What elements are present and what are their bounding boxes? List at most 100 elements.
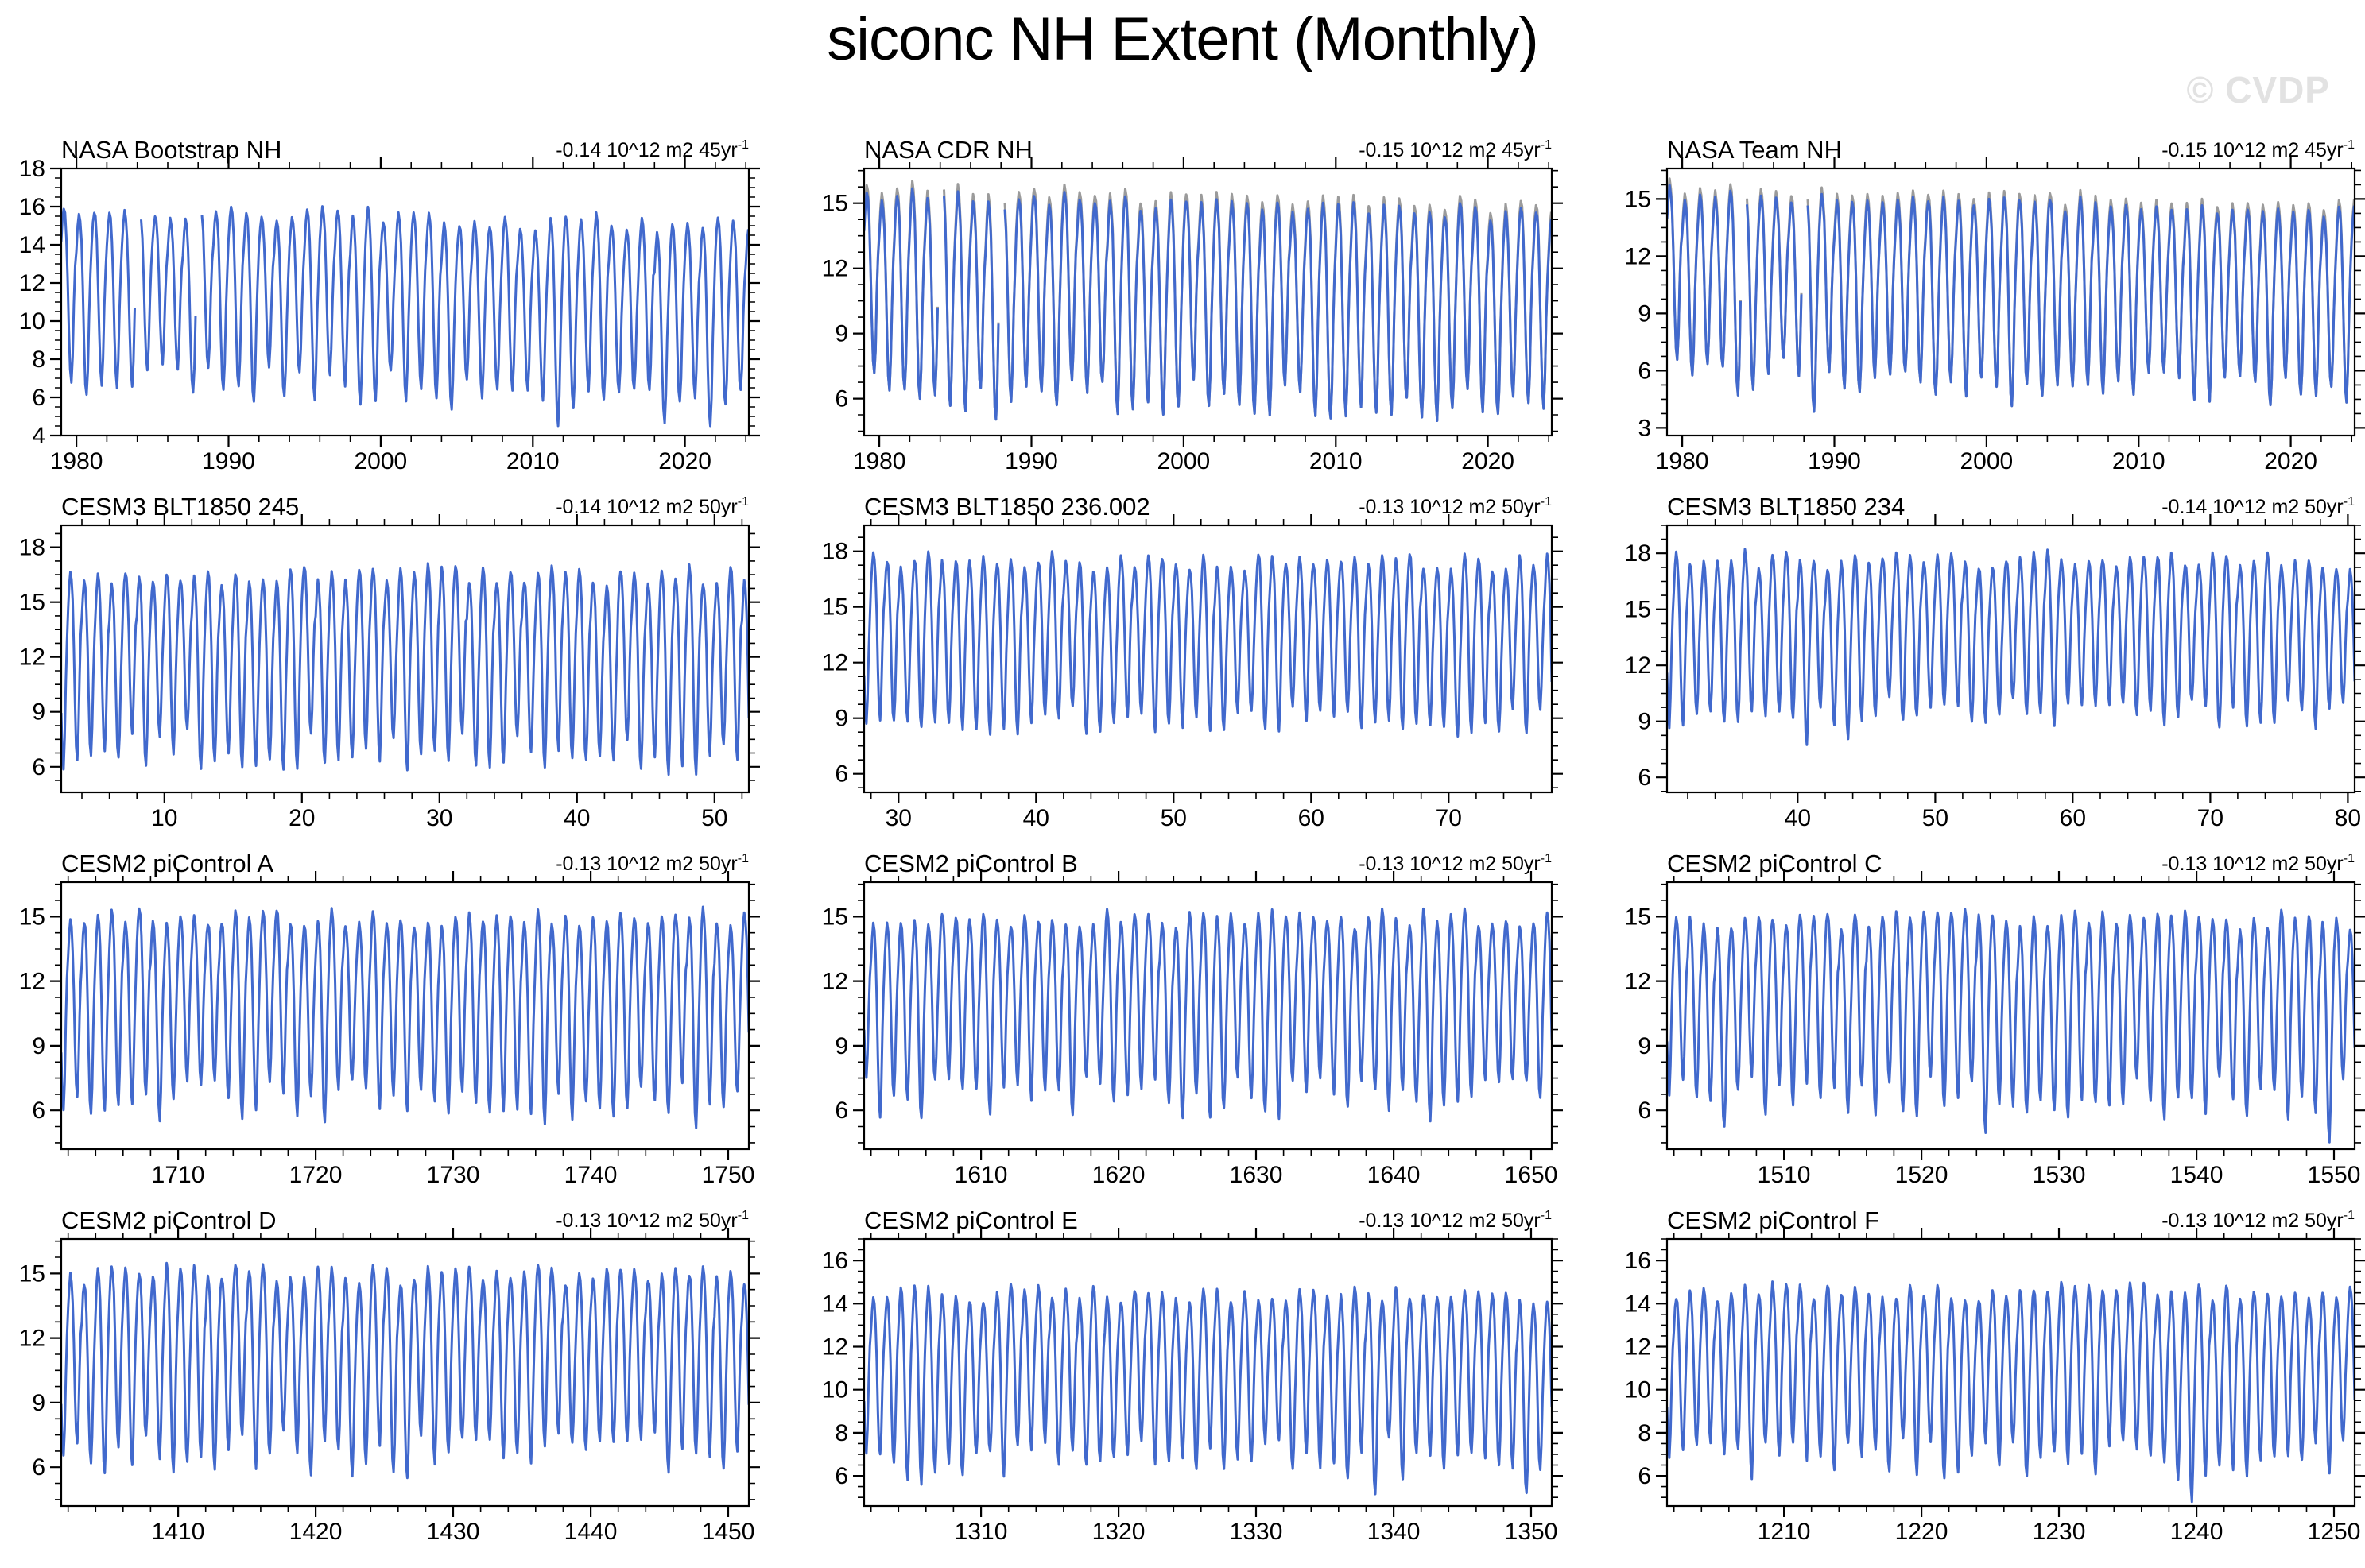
plot-frame <box>60 167 750 437</box>
panel-title: CESM2 piControl C <box>1667 850 1882 877</box>
y-axis-tick-label: 9 <box>1638 1033 1651 1059</box>
plot-frame <box>1665 524 2356 794</box>
x-axis-tick-label: 1550 <box>2308 1162 2361 1188</box>
minor-ticks <box>1661 1233 2361 1512</box>
x-axis-tick-label: 50 <box>1922 805 1948 831</box>
panel-nasa-cdr-nh: 6 9 12 15 1980 1990 2000 2010 2020 NASA CDR NH -0.… <box>808 136 1611 494</box>
x-axis-tick-label: 30 <box>886 805 912 831</box>
y-axis-tick-label: 9 <box>32 1033 45 1059</box>
panel-cesm3-blt1850-245: 6 9 12 15 18 10 20 30 40 50 CESM3 BLT1850 245 -0.14… <box>6 493 808 850</box>
x-axis-tick-label: 1990 <box>1808 448 1861 474</box>
minor-ticks <box>55 1233 755 1512</box>
x-axis-tick-label: 1750 <box>702 1162 755 1188</box>
data-series-line <box>61 562 749 776</box>
plot-frame <box>1665 167 2356 437</box>
panel-trend-label: -0.14 10^12 m2 50yr-1 <box>2161 495 2355 518</box>
y-axis-tick-label: 9 <box>1638 300 1651 327</box>
plot-frame <box>60 881 750 1151</box>
y-axis-tick-label: 8 <box>835 1420 848 1446</box>
panel-cesm2-picontrol-b: 6 9 12 15 1610 1620 1630 1640 1650 CESM2 piContro… <box>808 850 1611 1207</box>
chart-canvas-cesm3-blt1850-236-002: 6 9 12 15 18 30 40 50 60 70 CESM3 BLT1850 236.002 -… <box>822 493 1563 831</box>
data-series-line <box>61 905 749 1129</box>
panel-title: NASA Team NH <box>1667 137 1842 164</box>
x-axis-tick-label: 2000 <box>355 448 408 474</box>
x-axis-tick-label: 1430 <box>427 1519 480 1545</box>
panel-cesm2-picontrol-f: 6 8 10 12 14 16 1210 1220 1230 1240 1250 CESM2 piCo… <box>1611 1206 2365 1564</box>
plot-frame <box>1665 881 2356 1151</box>
y-axis-tick-label: 6 <box>1638 1463 1651 1489</box>
x-axis-tick-label: 40 <box>1023 805 1049 831</box>
panel-cesm2-picontrol-d: 6 9 12 15 1410 1420 1430 1440 1450 CESM2 piContro… <box>6 1206 808 1564</box>
chart-canvas-cesm2-picontrol-d: 6 9 12 15 1410 1420 1430 1440 1450 CESM2 piContro… <box>19 1206 760 1545</box>
x-axis-tick-label: 1510 <box>1758 1162 1811 1188</box>
y-axis-tick-label: 12 <box>822 969 848 995</box>
panel-trend-label: -0.13 10^12 m2 50yr-1 <box>556 1209 749 1232</box>
panel-trend-label: -0.13 10^12 m2 50yr-1 <box>556 852 749 875</box>
x-axis-tick-label: 1310 <box>955 1519 1008 1545</box>
panel-trend-label: -0.13 10^12 m2 50yr-1 <box>2161 852 2355 875</box>
chart-canvas-cesm3-blt1850-234: 6 9 12 15 18 40 50 60 70 80 CESM3 BLT1850 234 -0.14… <box>1625 493 2365 831</box>
y-axis-tick-label: 15 <box>1625 597 1651 623</box>
panel-trend-label: -0.13 10^12 m2 50yr-1 <box>1359 852 1552 875</box>
panel-title: CESM2 piControl B <box>864 850 1078 877</box>
y-axis-tick-label: 3 <box>1638 415 1651 441</box>
y-axis-tick-label: 18 <box>822 539 848 565</box>
chart-canvas-cesm2-picontrol-e: 6 8 10 12 14 16 1310 1320 1330 1340 1350 CESM2 piCo… <box>822 1206 1563 1545</box>
y-axis-tick-label: 14 <box>822 1291 848 1317</box>
x-axis-tick-label: 1720 <box>289 1162 343 1188</box>
minor-ticks <box>858 519 1558 799</box>
major-ticks <box>50 514 760 803</box>
panel-title: CESM2 piControl A <box>61 850 273 877</box>
x-axis-tick-label: 2000 <box>1960 448 2014 474</box>
x-axis-tick-label: 50 <box>1161 805 1187 831</box>
plot-frame <box>863 881 1553 1151</box>
major-ticks <box>853 514 1563 803</box>
x-axis-tick-label: 1250 <box>2308 1519 2361 1545</box>
x-axis-tick-label: 70 <box>1436 805 1462 831</box>
panel-nasa-team-nh: 3 6 9 12 15 1980 1990 2000 2010 2020 NASA Team NH -… <box>1611 136 2365 494</box>
data-series-line <box>864 1283 1552 1496</box>
minor-ticks <box>55 162 755 442</box>
panel-trend-label: -0.13 10^12 m2 50yr-1 <box>1359 1209 1552 1232</box>
x-axis-tick-label: 10 <box>151 805 177 831</box>
panel-trend-label: -0.13 10^12 m2 50yr-1 <box>1359 495 1552 518</box>
x-axis-tick-label: 1980 <box>853 448 906 474</box>
panel-nasa-bootstrap-nh: 4 6 8 10 12 14 16 18 1980 1990 2000 2010 2020 NASA Bo… <box>6 136 808 494</box>
y-axis-tick-label: 15 <box>822 904 848 930</box>
major-ticks <box>1656 157 2365 447</box>
chart-grid: 4 6 8 10 12 14 16 18 1980 1990 2000 2010 2020 NASA Bo… <box>6 136 2365 1564</box>
x-axis-tick-label: 1540 <box>2170 1162 2223 1188</box>
y-axis-tick-label: 10 <box>19 308 45 335</box>
panel-title: CESM3 BLT1850 245 <box>61 494 299 521</box>
x-axis-tick-label: 20 <box>289 805 315 831</box>
data-series-line <box>864 187 1552 422</box>
x-axis-tick-label: 30 <box>426 805 452 831</box>
x-axis-tick-label: 2010 <box>506 448 560 474</box>
y-axis-tick-label: 10 <box>1625 1377 1651 1403</box>
y-axis-tick-label: 6 <box>32 754 45 780</box>
data-series-line <box>864 550 1552 738</box>
minor-ticks <box>1661 519 2361 799</box>
y-axis-tick-label: 15 <box>19 1260 45 1287</box>
x-axis-tick-label: 2010 <box>1309 448 1363 474</box>
y-axis-tick-label: 9 <box>835 1033 848 1059</box>
x-axis-tick-label: 1980 <box>1656 448 1709 474</box>
x-axis-tick-label: 1990 <box>202 448 255 474</box>
y-axis-tick-label: 12 <box>822 650 848 676</box>
x-axis-tick-label: 40 <box>564 805 590 831</box>
plot-frame <box>863 167 1553 437</box>
x-axis-tick-label: 2010 <box>2112 448 2165 474</box>
x-axis-tick-label: 1990 <box>1005 448 1058 474</box>
data-series-line <box>61 1261 749 1480</box>
x-axis-tick-label: 1710 <box>152 1162 205 1188</box>
x-axis-tick-label: 1330 <box>1230 1519 1283 1545</box>
x-axis-tick-label: 1210 <box>1758 1519 1811 1545</box>
major-ticks <box>853 157 1563 447</box>
y-axis-tick-label: 15 <box>19 590 45 616</box>
x-axis-tick-label: 1440 <box>564 1519 618 1545</box>
panel-cesm2-picontrol-e: 6 8 10 12 14 16 1310 1320 1330 1340 1350 CESM2 piCo… <box>808 1206 1611 1564</box>
page-title: siconc NH Extent (Monthly) <box>827 6 1539 73</box>
x-axis-tick-label: 60 <box>2060 805 2086 831</box>
major-ticks <box>50 1228 760 1517</box>
x-axis-tick-label: 1450 <box>702 1519 755 1545</box>
